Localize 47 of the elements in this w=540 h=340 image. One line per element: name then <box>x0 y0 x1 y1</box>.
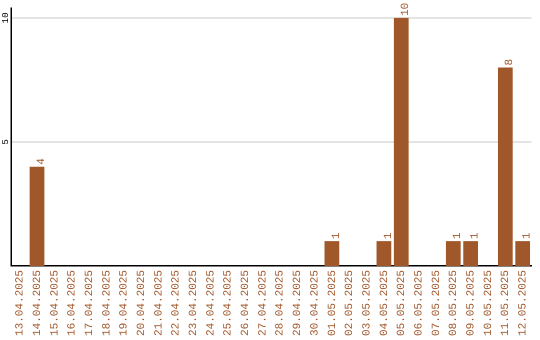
x-tick-label: 22.04.2025 <box>170 270 183 336</box>
bar <box>463 241 478 266</box>
x-tick-label: 29.04.2025 <box>292 270 304 336</box>
x-tick-label: 30.04.2025 <box>309 270 322 336</box>
x-tick-label: 12.05.2025 <box>518 270 530 336</box>
data-label: 1 <box>330 232 343 240</box>
bar <box>515 241 530 266</box>
x-tick-label: 19.04.2025 <box>118 270 131 336</box>
bar <box>376 241 392 266</box>
x-tick-label: 20.04.2025 <box>136 270 148 336</box>
x-tick-label: 26.04.2025 <box>240 270 252 336</box>
x-tick-label: 21.04.2025 <box>153 270 166 336</box>
data-label: 1 <box>522 232 534 240</box>
x-tick-label: 06.05.2025 <box>414 270 426 336</box>
x-tick-label: 13.04.2025 <box>14 270 27 336</box>
x-tick-label: 14.04.2025 <box>32 270 44 336</box>
data-label: 4 <box>36 158 48 165</box>
x-tick-label: 11.05.2025 <box>500 270 512 336</box>
x-tick-label: 08.05.2025 <box>448 270 460 336</box>
x-tick-label: 16.04.2025 <box>66 270 79 336</box>
y-tick-label: 5 <box>0 139 11 145</box>
x-tick-label: 05.05.2025 <box>396 270 408 336</box>
x-tick-label: 28.04.2025 <box>274 270 287 336</box>
x-tick-label: 25.04.2025 <box>222 270 235 336</box>
x-tick-label: 10.05.2025 <box>482 270 495 336</box>
x-tick-label: 18.04.2025 <box>101 270 114 336</box>
bar <box>30 166 44 266</box>
x-tick-label: 15.04.2025 <box>49 270 62 336</box>
x-tick-label: 02.05.2025 <box>344 270 356 336</box>
x-tick-label: 04.05.2025 <box>378 270 391 336</box>
data-label: 10 <box>400 2 412 16</box>
data-label: 1 <box>452 232 464 240</box>
data-label: 1 <box>382 232 395 240</box>
bar <box>324 241 340 266</box>
x-tick-label: 24.04.2025 <box>205 270 218 336</box>
x-tick-label: 09.05.2025 <box>466 270 478 336</box>
x-tick-label: 07.05.2025 <box>430 270 443 336</box>
x-tick-label: 17.04.2025 <box>84 270 96 336</box>
data-label: 8 <box>504 58 516 66</box>
data-label: 1 <box>470 232 482 240</box>
x-tick-label: 23.04.2025 <box>188 270 200 336</box>
x-tick-label: 27.04.2025 <box>257 270 270 336</box>
bar <box>498 68 513 266</box>
x-tick-label: 03.05.2025 <box>361 270 374 336</box>
bar <box>394 18 409 266</box>
x-tick-label: 01.05.2025 <box>326 270 339 336</box>
bar <box>446 241 461 266</box>
